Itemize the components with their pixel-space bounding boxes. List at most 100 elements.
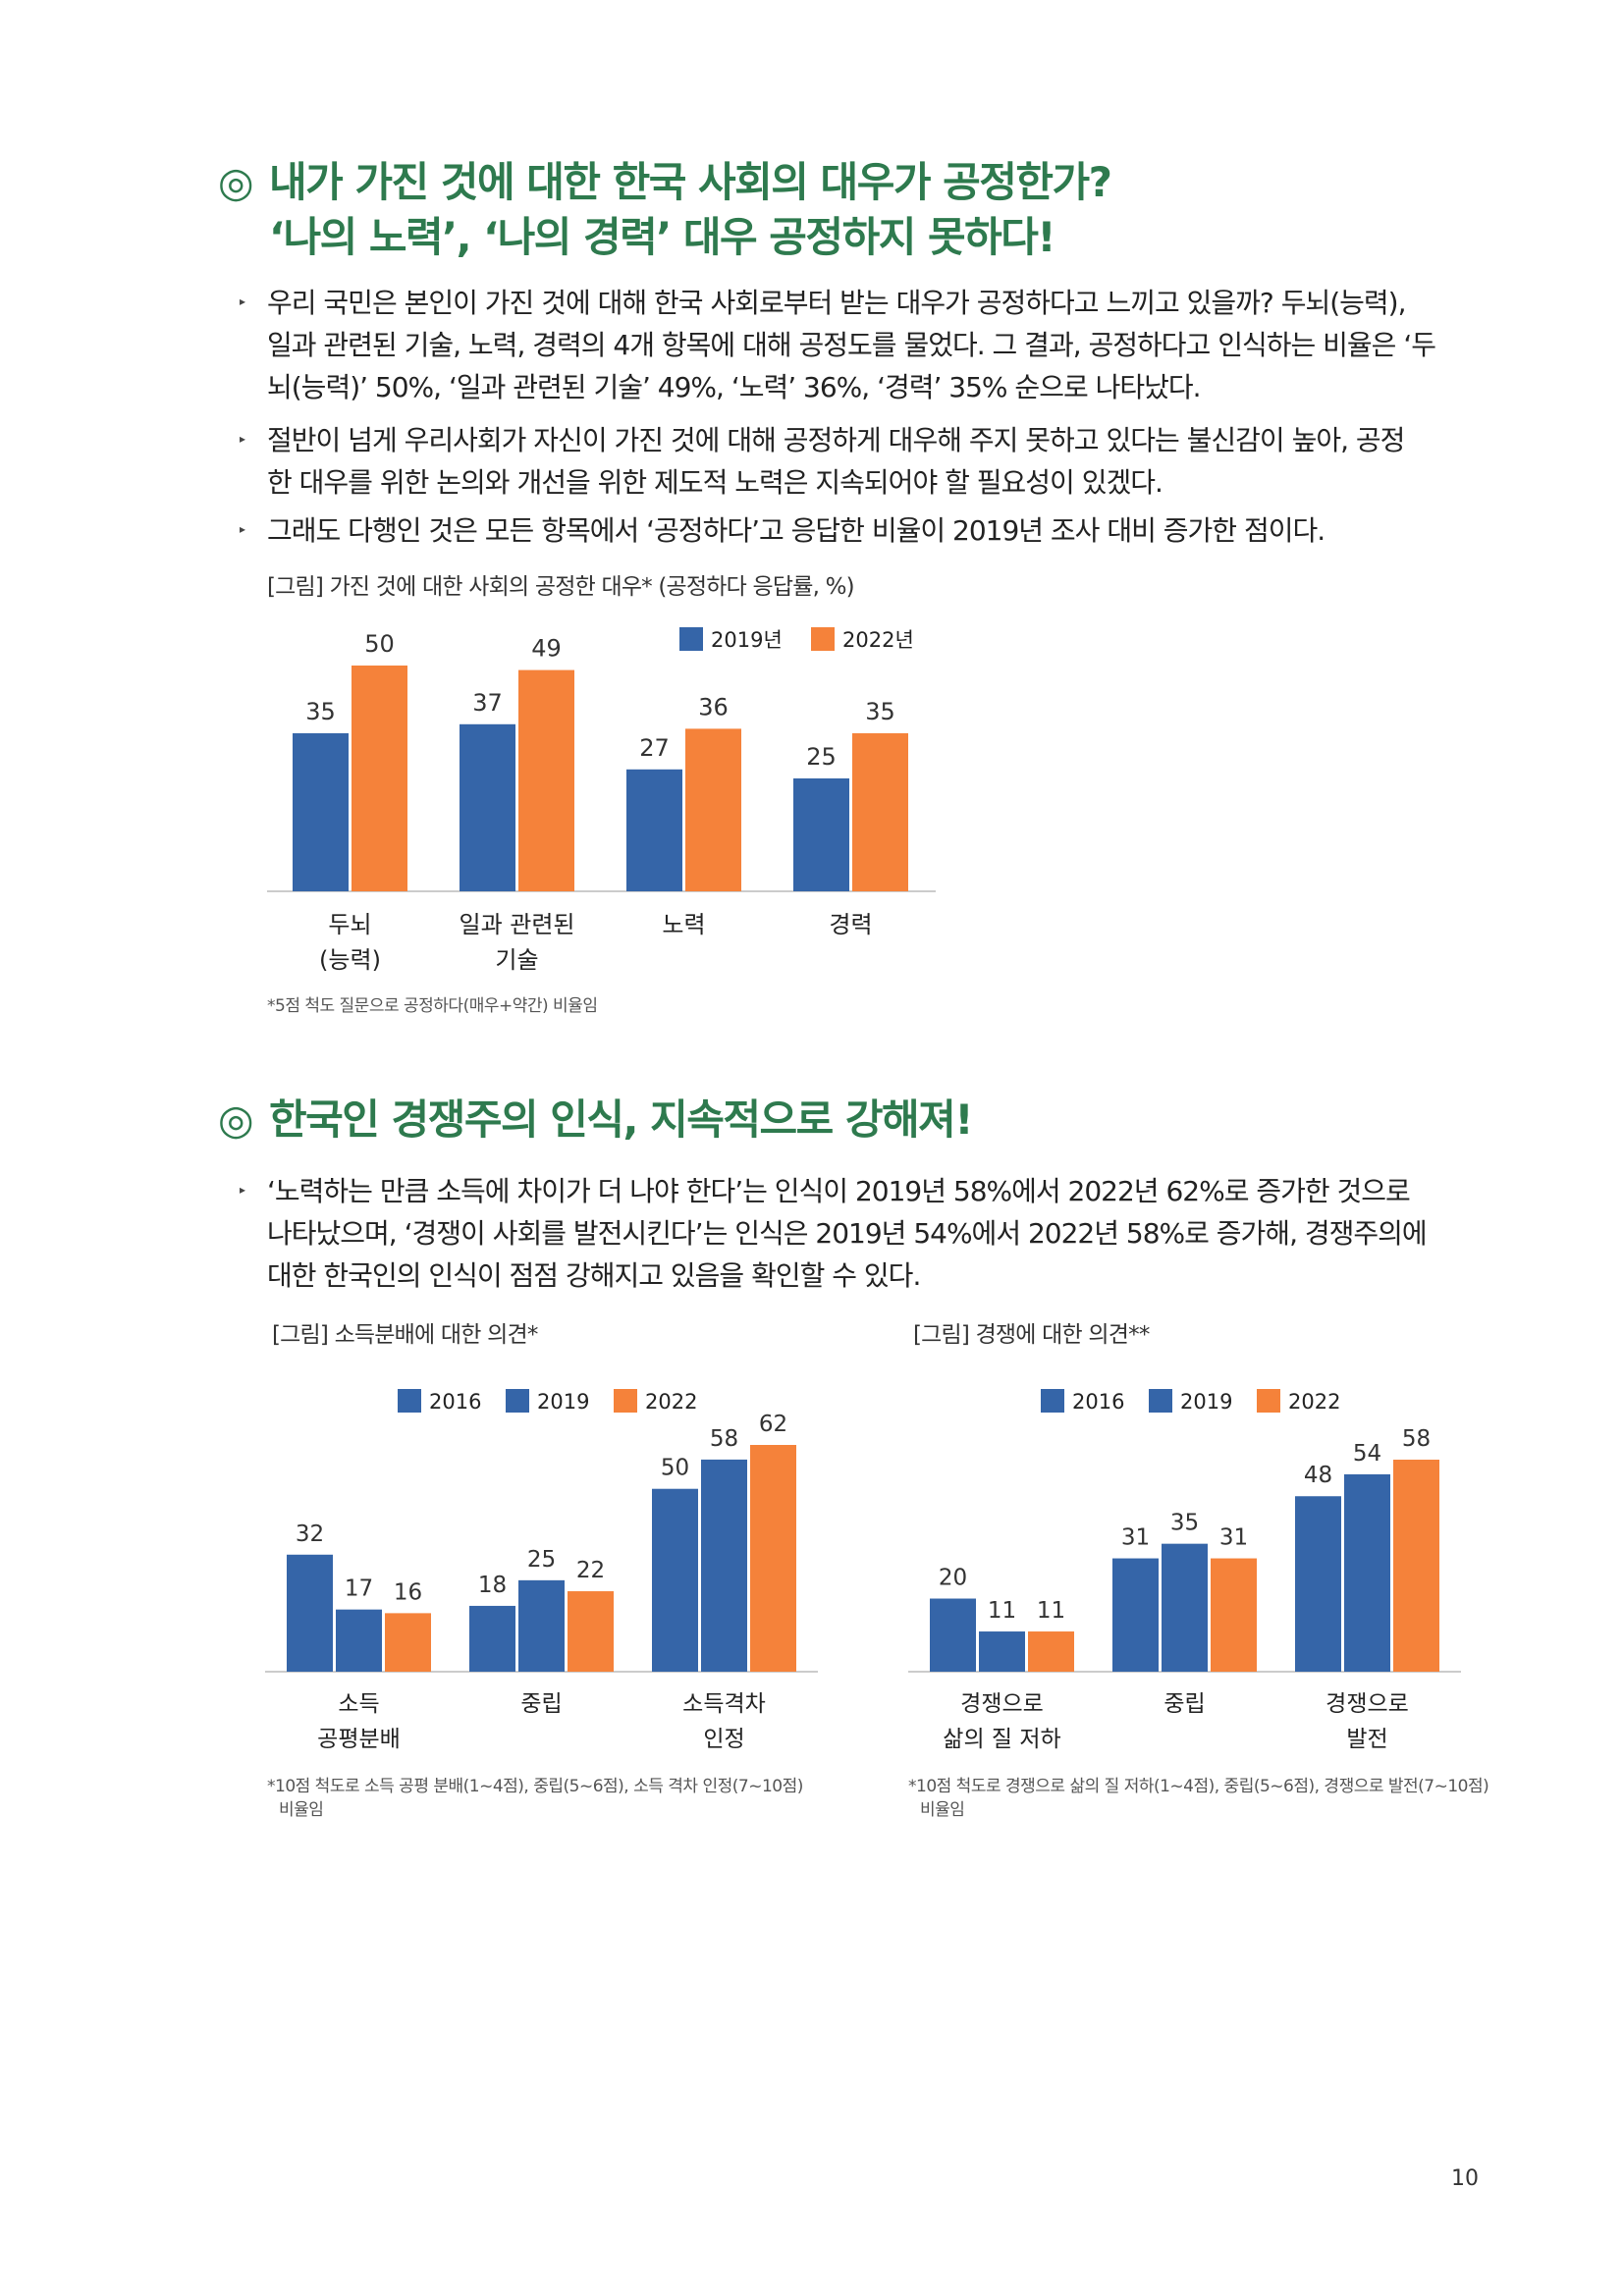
bar xyxy=(1344,1473,1390,1672)
text-line: ‘노력하는 만큼 소득에 차이가 더 나야 한다’는 인식이 2019년 58%… xyxy=(267,1175,1411,1207)
figure2-caption: [그림] 소득분배에 대한 의견* xyxy=(272,1322,538,1348)
category-label: 경쟁으로 xyxy=(1325,1691,1409,1717)
text-line: 일과 관련된 기술, 노력, 경력의 4개 항목에 대해 공정도를 물었다. 그… xyxy=(267,329,1436,361)
data-label: 16 xyxy=(394,1579,422,1605)
data-label: 11 xyxy=(1037,1598,1065,1624)
legend-swatch xyxy=(1149,1389,1172,1413)
category-label: 기술 xyxy=(495,946,538,974)
figure2-footnote: *10점 척도로 소득 공평 분배(1~4점), 중립(5~6점), 소득 격차… xyxy=(267,1775,803,1822)
bar xyxy=(385,1613,431,1672)
data-label: 37 xyxy=(472,689,503,717)
section2-heading-text: 한국인 경쟁주의 인식, 지속적으로 강해져! xyxy=(269,1095,973,1144)
category-label: 경쟁으로 xyxy=(960,1691,1044,1717)
data-label: 35 xyxy=(1170,1511,1199,1536)
data-label: 35 xyxy=(865,698,895,725)
figure3-caption: [그림] 경쟁에 대한 의견** xyxy=(913,1322,1150,1348)
page-number: 10 xyxy=(1451,2166,1479,2191)
bar xyxy=(930,1598,976,1672)
category-label: 경력 xyxy=(829,911,872,938)
bar xyxy=(287,1554,333,1672)
legend-swatch xyxy=(1257,1389,1280,1413)
data-label: 48 xyxy=(1304,1463,1332,1488)
category-label: (능력) xyxy=(319,946,381,974)
bar xyxy=(336,1609,382,1672)
legend-swatch xyxy=(614,1389,637,1413)
legend-label: 2016 xyxy=(1072,1390,1124,1414)
data-label: 50 xyxy=(364,630,395,658)
category-label: 소득 xyxy=(338,1691,379,1717)
section1-paragraph-1: 우리 국민은 본인이 가진 것에 대해 한국 사회로부터 받는 대우가 공정하다… xyxy=(267,282,1485,408)
bar xyxy=(1162,1543,1208,1672)
section2-heading: ◎ 한국인 경쟁주의 인식, 지속적으로 강해져! xyxy=(218,1093,973,1148)
text-line: 대한 한국인의 인식이 점점 강해지고 있음을 확인할 수 있다. xyxy=(267,1259,921,1292)
bar xyxy=(352,666,407,891)
data-label: 25 xyxy=(527,1547,556,1573)
bar xyxy=(568,1591,614,1672)
bar xyxy=(1295,1496,1341,1672)
bar xyxy=(518,1579,565,1672)
data-label: 54 xyxy=(1353,1441,1381,1467)
data-label: 17 xyxy=(345,1576,373,1602)
data-label: 27 xyxy=(639,734,670,762)
section1-heading: ◎ 내가 가진 것에 대한 한국 사회의 대우가 공정한가? xyxy=(218,155,1112,210)
legend-swatch xyxy=(1041,1389,1064,1413)
bar xyxy=(852,733,908,891)
figure3-footnote: *10점 척도로 경쟁으로 삶의 질 저하(1~4점), 중립(5~6점), 경… xyxy=(908,1775,1489,1822)
section1-heading-line2: ‘나의 노력’, ‘나의 경력’ 대우 공정하지 못하다! xyxy=(269,213,1056,261)
bullet-icon: ▸ xyxy=(240,432,246,446)
legend-label: 2019년 xyxy=(711,628,783,652)
category-label: 중립 xyxy=(520,1691,562,1717)
data-label: 32 xyxy=(296,1522,324,1547)
bar xyxy=(469,1605,515,1672)
section2-paragraph-1: ‘노력하는 만큼 소득에 차이가 더 나야 한다’는 인식이 2019년 58%… xyxy=(267,1170,1485,1297)
data-label: 62 xyxy=(759,1412,787,1437)
text-line: 그래도 다행인 것은 모든 항목에서 ‘공정하다’고 응답한 비율이 2019년… xyxy=(267,514,1325,547)
bar xyxy=(626,769,682,891)
bar xyxy=(1112,1558,1159,1672)
data-label: 31 xyxy=(1219,1525,1248,1551)
text-line: 나타났으며, ‘경쟁이 사회를 발전시킨다’는 인식은 2019년 54%에서 … xyxy=(267,1217,1428,1250)
legend-label: 2022 xyxy=(1288,1390,1340,1414)
text-line: 우리 국민은 본인이 가진 것에 대해 한국 사회로부터 받는 대우가 공정하다… xyxy=(267,287,1406,319)
bar xyxy=(793,778,849,891)
bar xyxy=(685,728,741,891)
section1-subheading: ‘나의 노력’, ‘나의 경력’ 대우 공정하지 못하다! xyxy=(218,210,1056,265)
category-label: 공평분배 xyxy=(317,1727,401,1752)
bullet-icon: ▸ xyxy=(240,522,246,536)
legend-label: 2019 xyxy=(537,1390,589,1414)
legend-swatch xyxy=(506,1389,529,1413)
section1-mark: ◎ xyxy=(218,158,254,206)
data-label: 58 xyxy=(1402,1426,1431,1452)
text-line: 한 대우를 위한 논의와 개선을 위한 제도적 노력은 지속되어야 할 필요성이… xyxy=(267,466,1163,499)
legend-label: 2019 xyxy=(1180,1390,1232,1414)
bar xyxy=(652,1488,698,1672)
footnote-line: 비율임 xyxy=(279,1800,324,1820)
legend-swatch xyxy=(811,627,835,651)
data-label: 18 xyxy=(478,1573,507,1598)
data-label: 11 xyxy=(988,1598,1016,1624)
bar xyxy=(701,1459,747,1672)
bar xyxy=(1028,1631,1074,1672)
text-line: 절반이 넘게 우리사회가 자신이 가진 것에 대해 공정하게 대우해 주지 못하… xyxy=(267,424,1405,456)
legend-label: 2016 xyxy=(429,1390,481,1414)
legend-swatch xyxy=(679,627,703,651)
bar xyxy=(1211,1558,1257,1672)
data-label: 36 xyxy=(698,693,729,721)
bar xyxy=(1393,1460,1439,1672)
category-label: 두뇌 xyxy=(328,911,371,938)
figure1-caption: [그림] 가진 것에 대한 사회의 공정한 대우* (공정하다 응답률, %) xyxy=(267,574,855,600)
bar xyxy=(293,733,349,891)
bar xyxy=(979,1631,1025,1672)
section1-heading-line1: 내가 가진 것에 대한 한국 사회의 대우가 공정한가? xyxy=(269,158,1112,206)
category-label: 노력 xyxy=(662,911,705,938)
footnote-line: *10점 척도로 경쟁으로 삶의 질 저하(1~4점), 중립(5~6점), 경… xyxy=(908,1777,1489,1796)
section2-mark: ◎ xyxy=(218,1095,254,1144)
data-label: 22 xyxy=(576,1558,605,1583)
bullet-icon: ▸ xyxy=(240,1183,246,1197)
data-label: 20 xyxy=(939,1566,967,1591)
bar xyxy=(518,669,574,891)
footnote-line: 비율임 xyxy=(920,1800,965,1820)
